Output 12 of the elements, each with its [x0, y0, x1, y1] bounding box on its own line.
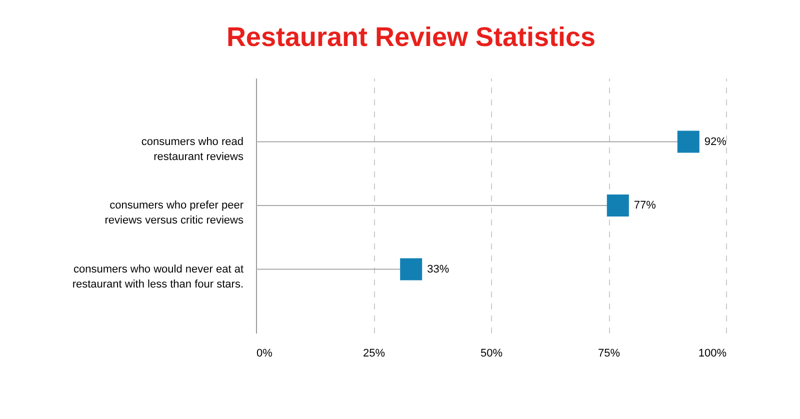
- chart-title: Restaurant Review Statistics: [226, 22, 596, 52]
- y-tick-label: consumers who read restaurant reviews: [141, 136, 244, 163]
- data-label: 33%: [427, 263, 450, 276]
- x-tick-label: 0%: [256, 348, 273, 360]
- x-tick-label: 75%: [598, 348, 620, 360]
- x-tick-label: 50%: [480, 348, 503, 360]
- x-tick-label: 25%: [362, 348, 386, 360]
- y-tick-label: consumers who would never eat at restaurant with less than four stars.: [72, 263, 244, 290]
- x-tick-label: 100%: [698, 348, 727, 360]
- y-tick-label: consumers who prefer peer reviews versus critic reviews: [104, 200, 244, 226]
- data-label: 77%: [634, 200, 656, 212]
- data-label: 92%: [704, 136, 727, 148]
